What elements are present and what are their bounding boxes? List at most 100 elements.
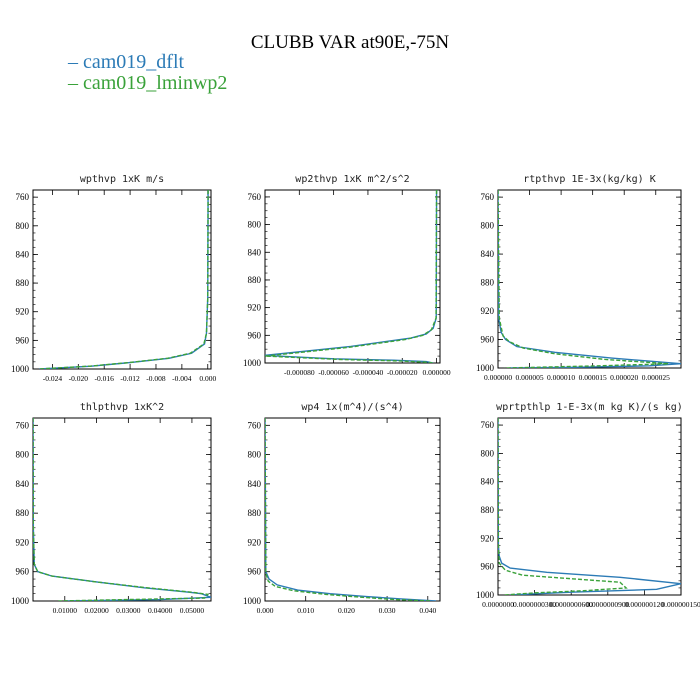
x-tick-label: 0.000000120 xyxy=(625,600,665,609)
x-tick-label: -0.024 xyxy=(43,374,63,383)
y-tick-label: 1000 xyxy=(476,590,495,600)
x-tick-label: 0.0000000600 xyxy=(550,600,593,609)
x-tick-label: 0.000010 xyxy=(547,373,575,382)
x-tick-label: -0.004 xyxy=(172,374,192,383)
series-line-lminwp2 xyxy=(265,418,432,601)
y-tick-label: 880 xyxy=(16,278,30,288)
series-line-lminwp2 xyxy=(498,418,628,595)
series-line-lminwp2 xyxy=(38,190,209,369)
x-tick-label: 0.000 xyxy=(199,374,216,383)
x-tick-label: 0.040 xyxy=(419,606,436,615)
y-tick-label: 1000 xyxy=(243,358,262,368)
y-tick-label: 960 xyxy=(248,567,262,577)
y-tick-label: 800 xyxy=(481,221,495,231)
y-tick-label: 920 xyxy=(481,306,495,316)
x-tick-label: 0.000015 xyxy=(579,373,607,382)
x-tick-label: 0.0000000300 xyxy=(513,600,556,609)
y-tick-label: 760 xyxy=(481,192,495,202)
plot-frame xyxy=(264,189,441,364)
x-tick-label: 0.000000 xyxy=(423,368,451,377)
y-tick-label: 920 xyxy=(248,303,262,313)
legend: – cam019_dflt – cam019_lminwp2 xyxy=(67,51,227,94)
series-line-dflt xyxy=(265,418,436,601)
x-tick-label: 0.05000 xyxy=(180,606,205,615)
chart-panel-0: wpthvp 1xK m/s 760 800 840 880 920 960 1000 -0.0… xyxy=(11,174,216,383)
y-tick-label: 920 xyxy=(16,537,30,547)
legend-entry-0: – cam019_dflt xyxy=(67,51,185,73)
x-tick-label: 0.0000000 xyxy=(482,600,514,609)
series-line-lminwp2 xyxy=(498,190,669,368)
y-tick-label: 760 xyxy=(248,192,262,202)
x-tick-label: -0.016 xyxy=(95,374,115,383)
y-tick-label: 800 xyxy=(248,220,262,230)
chart-panel-1: wp2thvp 1xK m^2/s^2 760 800 840 880 920 960 100… xyxy=(243,174,451,377)
y-tick-label: 960 xyxy=(481,335,495,345)
y-tick-label: 840 xyxy=(481,477,495,487)
x-tick-label: 0.000005 xyxy=(515,373,543,382)
chart-panel-4: wp4 1x(m^4)/(s^4)76080084088092096010000… xyxy=(243,402,441,615)
y-tick-label: 880 xyxy=(481,505,495,515)
x-tick-label: 0.000025 xyxy=(642,373,670,382)
panel-title: wp2thvp 1xK m^2/s^2 xyxy=(295,174,409,185)
y-tick-label: 960 xyxy=(481,562,495,572)
y-tick-label: 840 xyxy=(481,249,495,259)
x-tick-label: -0.000060 xyxy=(318,368,349,377)
x-tick-label: 0.0000000900 xyxy=(586,600,629,609)
figure-title: CLUBB VAR at90E,-75N xyxy=(251,32,450,53)
chart-panel-5: wprtpthlp 1-E-3x(m kg K)/(s kg)760 800 840… xyxy=(476,402,700,609)
x-tick-label: 0.01000 xyxy=(53,606,78,615)
y-tick-label: 760 xyxy=(248,420,262,430)
x-tick-label: 0.03000 xyxy=(116,606,141,615)
y-tick-label: 1000 xyxy=(11,364,30,374)
y-tick-label: 1000 xyxy=(476,363,495,373)
x-tick-label: -0.008 xyxy=(146,374,166,383)
plot-frame xyxy=(264,417,441,602)
y-tick-label: 760 xyxy=(16,420,30,430)
y-tick-label: 800 xyxy=(16,450,30,460)
y-tick-label: 1000 xyxy=(243,596,262,606)
y-tick-label: 880 xyxy=(16,508,30,518)
plot-frame xyxy=(497,417,682,596)
x-tick-label: 0.000000 xyxy=(484,373,512,382)
panel-title: wpthvp 1xK m/s xyxy=(80,174,164,185)
x-tick-label: 0.000 xyxy=(257,606,274,615)
y-tick-label: 880 xyxy=(481,278,495,288)
y-tick-label: 960 xyxy=(248,330,262,340)
panel-title: wprtpthlp 1-E-3x(m kg K)/(s kg) xyxy=(496,402,683,413)
chart-panel-3: thlpthvp 1xK^2 760 800 840 880 920 960 1000 0.01… xyxy=(11,402,212,615)
y-tick-label: 760 xyxy=(16,192,30,202)
plot-frame xyxy=(497,189,682,369)
y-tick-label: 920 xyxy=(481,533,495,543)
series-line-lminwp2 xyxy=(265,190,438,363)
chart-panel-2: rtpthvp 1E-3x(kg/kg) K 760 800 840 880 920 960… xyxy=(476,174,682,382)
y-tick-label: 920 xyxy=(16,307,30,317)
x-tick-label: 0.02000 xyxy=(84,606,109,615)
y-tick-label: 880 xyxy=(248,508,262,518)
legend-entry-1: – cam019_lminwp2 xyxy=(67,72,227,94)
x-tick-label: -0.012 xyxy=(120,374,140,383)
panel-title: rtpthvp 1E-3x(kg/kg) K xyxy=(523,174,655,185)
series-line-dflt xyxy=(265,190,438,363)
x-tick-label: 0.030 xyxy=(379,606,396,615)
y-tick-label: 840 xyxy=(248,247,262,257)
x-tick-label: 0.000000150 xyxy=(661,600,700,609)
y-tick-label: 840 xyxy=(16,479,30,489)
y-tick-label: 880 xyxy=(248,275,262,285)
series-line-lminwp2 xyxy=(33,418,210,601)
y-tick-label: 1000 xyxy=(11,596,30,606)
panel-title: thlpthvp 1xK^2 xyxy=(80,402,164,413)
chart-panels: wpthvp 1xK m/s 760 800 840 880 920 960 1000 -0.0… xyxy=(11,174,700,615)
y-tick-label: 960 xyxy=(16,567,30,577)
series-line-dflt xyxy=(33,418,211,601)
y-tick-label: 800 xyxy=(481,448,495,458)
series-line-dflt xyxy=(498,190,681,368)
plot-frame xyxy=(32,417,212,602)
x-tick-label: -0.020 xyxy=(69,374,89,383)
x-tick-label: 0.000020 xyxy=(610,373,638,382)
panel-title: wp4 1x(m^4)/(s^4) xyxy=(301,402,403,413)
x-tick-label: 0.04000 xyxy=(148,606,173,615)
y-tick-label: 920 xyxy=(248,537,262,547)
plot-frame xyxy=(32,189,212,370)
x-tick-label: -0.000020 xyxy=(387,368,418,377)
series-line-dflt xyxy=(498,418,681,595)
